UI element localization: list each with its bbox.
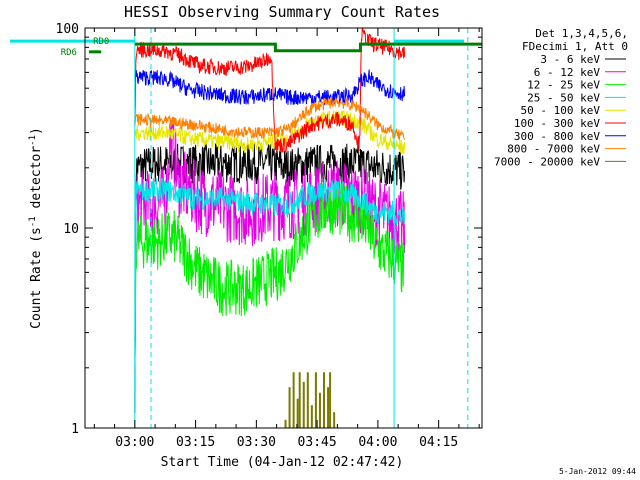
x-tick-label: 03:15 (176, 435, 215, 450)
legend-header-line: FDecimi 1, Att 0 (522, 40, 628, 53)
series-300-800-kev-line (134, 69, 406, 106)
legend-entry-label: 800 - 7000 keV (507, 143, 600, 156)
series-800-7000-kev-line (134, 96, 406, 141)
legend-entry-label: 12 - 25 keV (527, 79, 600, 92)
chart-title: HESSI Observing Summary Count Rates (124, 3, 440, 21)
legend-entry-label: 6 - 12 keV (534, 66, 601, 79)
y-axis-label: Count Rate (s-1 detector-1) (28, 127, 44, 329)
flag-line-rd0 (134, 42, 482, 53)
timestamp-stamp: 5-Jan-2012 09:44 (559, 467, 636, 476)
legend: Det 1,3,4,5,6,FDecimi 1, Att 03 - 6 keV6… (494, 27, 628, 168)
legend-entry-label: 50 - 100 keV (521, 104, 601, 117)
x-axis-label: Start Time (04-Jan-12 02:47:42) (161, 455, 404, 470)
y-tick-label: 10 (63, 222, 79, 237)
x-tick-label: 04:00 (358, 435, 397, 450)
x-tick-label: 04:15 (419, 435, 458, 450)
x-tick-label: 03:00 (115, 435, 154, 450)
series-7000-20000-kev (284, 372, 336, 428)
legend-entry-label: 25 - 50 keV (527, 91, 600, 104)
flag-label-rd6: RD6 (61, 48, 77, 58)
flag-label-rd0: RD0 (93, 37, 109, 47)
legend-entry-label: 7000 - 20000 keV (494, 155, 600, 168)
axis-layer: 03:00 03:15 03:30 03:45 04:00 04:15 1 10 100 (56, 22, 482, 450)
marker-layer: RD0 RD6 (10, 28, 482, 428)
series-100-300-kev-line (134, 28, 406, 153)
y-tick-label: 100 (56, 22, 79, 37)
y-tick-label: 1 (71, 422, 79, 437)
series-12-25-kev-line (134, 182, 405, 342)
legend-header-line: Det 1,3,4,5,6, (535, 27, 628, 40)
x-tick-label: 03:45 (298, 435, 337, 450)
series-layer (134, 28, 406, 428)
series-3-6-kev-line (134, 142, 406, 413)
x-tick-label: 03:30 (237, 435, 276, 450)
legend-entry-label: 3 - 6 keV (540, 53, 600, 66)
legend-entry-label: 100 - 300 keV (514, 117, 600, 130)
series-25-50-kev-line (134, 177, 406, 361)
legend-entry-label: 300 - 800 keV (514, 130, 600, 143)
